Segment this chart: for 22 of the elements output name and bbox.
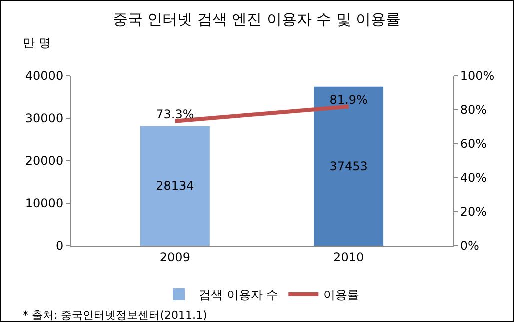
y2-tick-label: 20%	[460, 205, 488, 220]
text: * 출처: 중국인터넷정보센터(2011.1)	[23, 309, 208, 322]
x-tick-label: 2009	[160, 250, 190, 264]
data-label: 37453	[330, 159, 368, 174]
chart-title: 중국 인터넷 검색 엔진 이용자 수 및 이용률	[112, 10, 402, 28]
x-tick-label: 2010	[334, 250, 364, 264]
legend-label: 검색 이용자 수	[199, 288, 279, 302]
y2-tick-label: 80%	[460, 103, 488, 118]
data-label: 81.9%	[330, 92, 368, 107]
y-tick-label: 0	[56, 239, 64, 254]
legend-label: 이용률	[324, 288, 360, 302]
data-label: 28134	[156, 179, 194, 194]
y2-tick-label: 60%	[460, 137, 488, 152]
y2-tick-label: 0%	[460, 239, 480, 254]
y-tick-label: 10000	[25, 196, 64, 211]
y-tick-label: 20000	[25, 154, 64, 168]
data-label: 73.3%	[156, 107, 194, 122]
y2-tick-label: 40%	[460, 171, 488, 186]
y-tick-label: 30000	[25, 112, 64, 126]
y2-tick-label: 100%	[460, 69, 495, 84]
y-tick-label: 40000	[25, 69, 64, 84]
y-axis-title: 만 명	[23, 36, 51, 50]
